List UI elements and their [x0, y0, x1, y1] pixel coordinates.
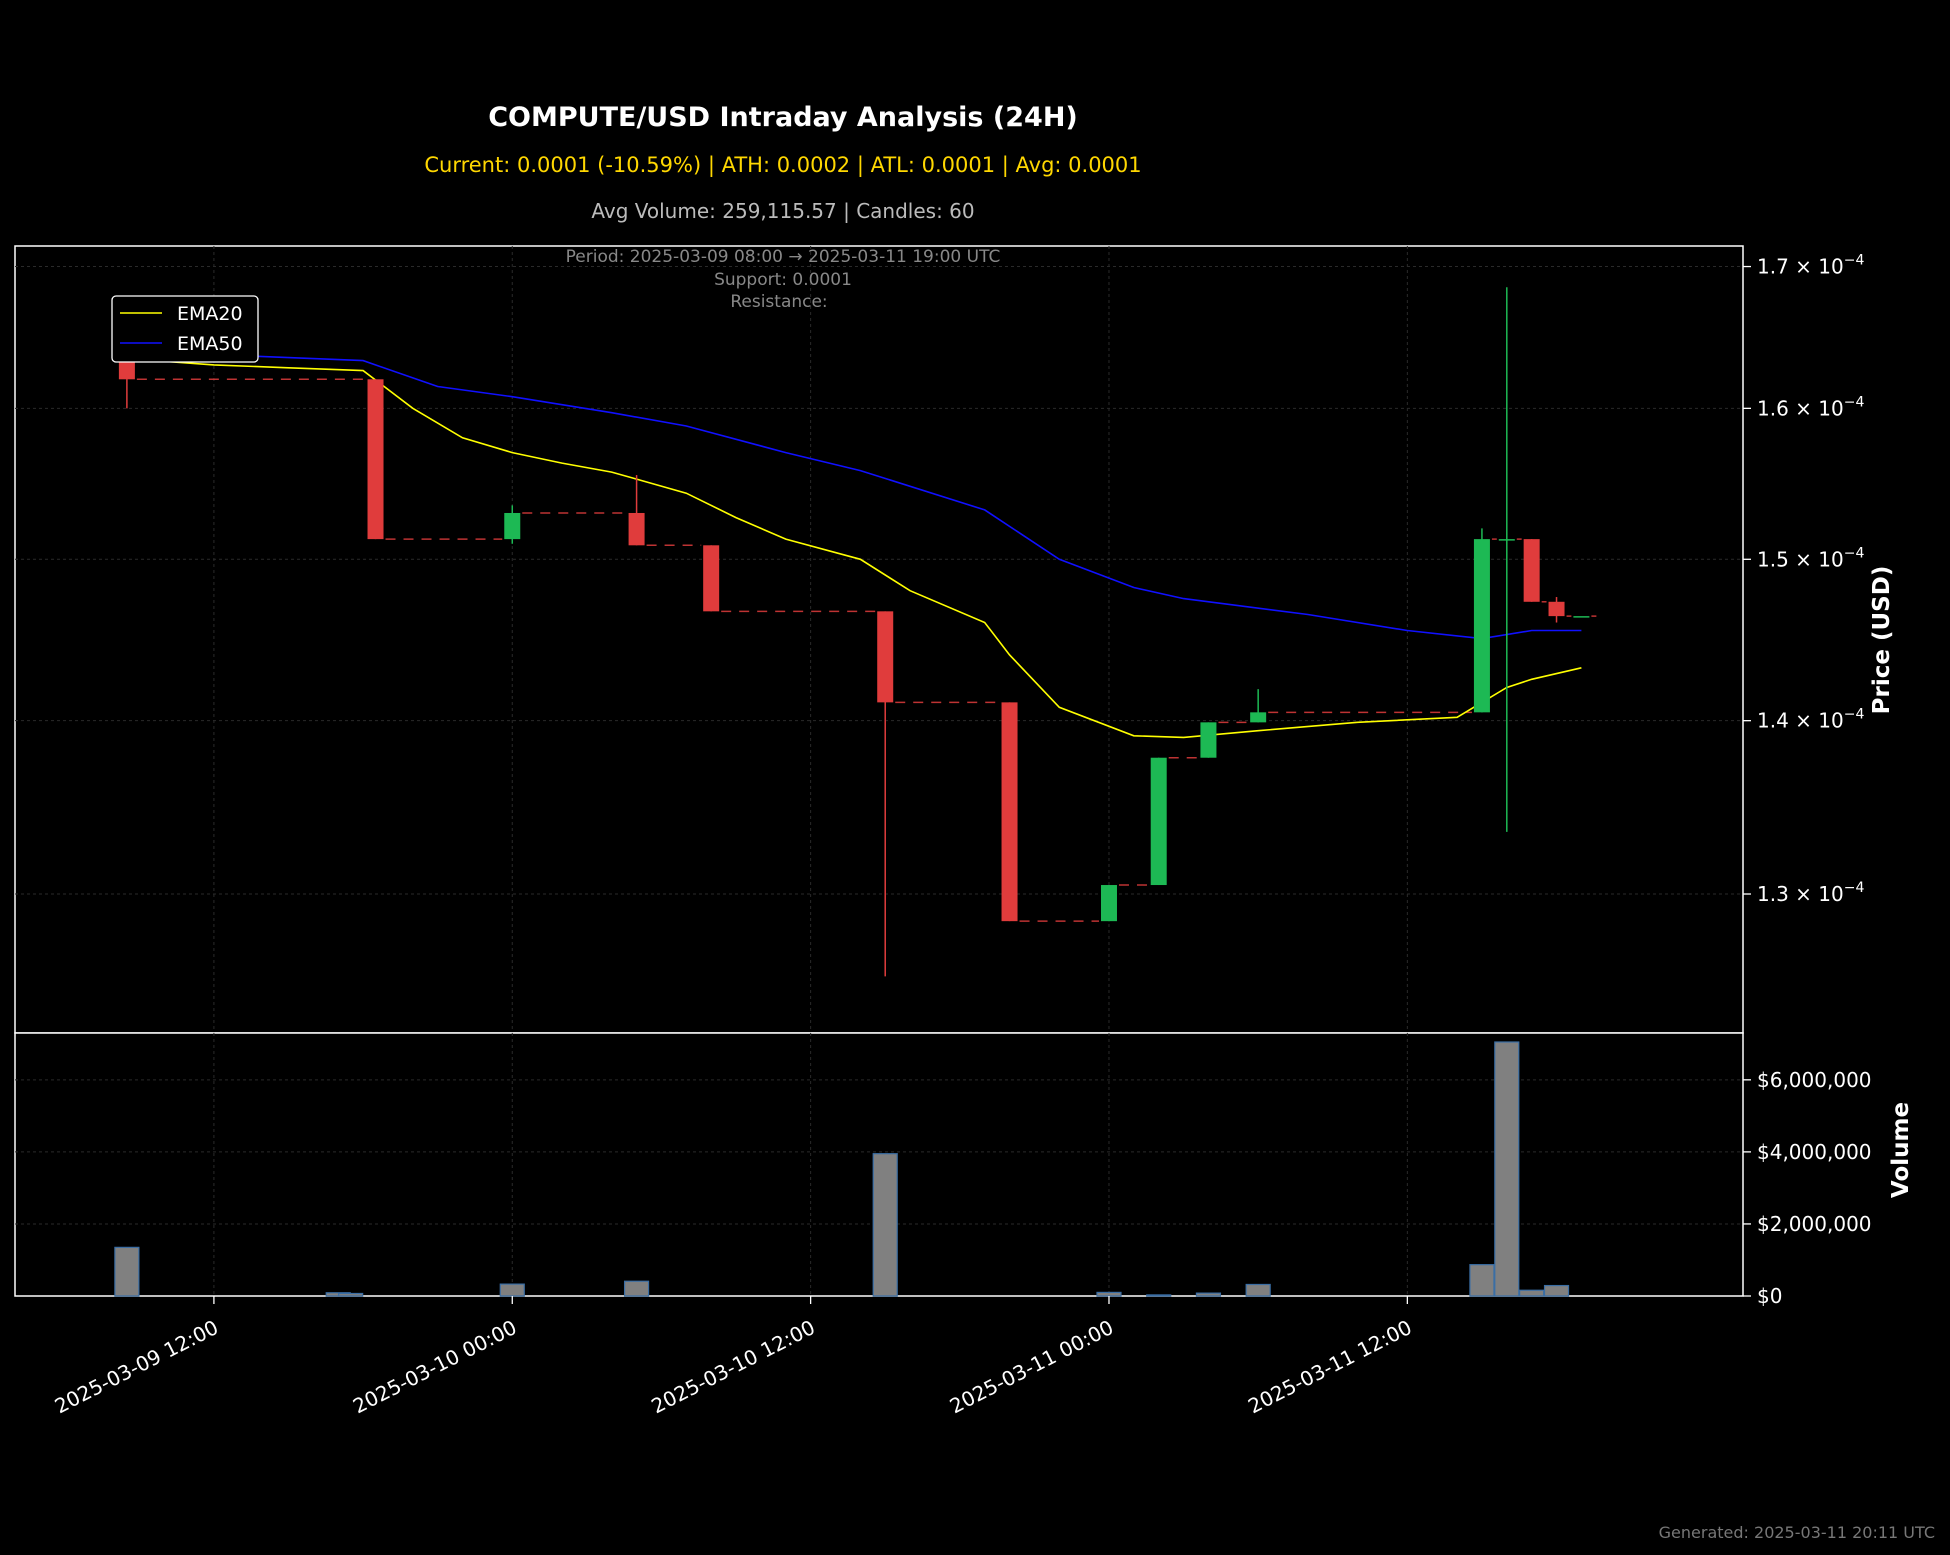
- candle: [1250, 689, 1267, 723]
- candle-body: [1473, 539, 1490, 713]
- legend-label-ema50: EMA50: [177, 333, 243, 355]
- ema-lines: [114, 349, 1582, 739]
- candle-body: [1001, 702, 1018, 922]
- time-tick-label: 2025-03-10 12:00: [647, 1315, 818, 1418]
- volume-axis-ticks: $0 $2,000,000 $4,000,000 $6,000,000: [1743, 1068, 1872, 1308]
- candles: [118, 287, 1590, 977]
- candle-body: [628, 512, 645, 546]
- volume-tick-label: $2,000,000: [1757, 1212, 1872, 1236]
- candle-body: [1150, 757, 1167, 886]
- price-tick-label: 1.5 × 10−4: [1757, 545, 1864, 571]
- candle-body: [877, 611, 894, 703]
- volume-bar: [1519, 1289, 1545, 1297]
- ema20-line: [114, 356, 1582, 739]
- time-tick-label: 2025-03-10 00:00: [349, 1315, 520, 1418]
- candle-body: [118, 357, 135, 380]
- candle-body: [1250, 712, 1267, 723]
- volume-bar: [1146, 1294, 1172, 1297]
- candle-body: [504, 512, 521, 540]
- time-tick-label: 2025-03-09 12:00: [51, 1315, 222, 1418]
- candle-body: [1573, 616, 1590, 618]
- support-resistance-lines: [136, 378, 1597, 922]
- candle: [118, 354, 135, 409]
- volume-bar: [1245, 1283, 1271, 1297]
- candle-body: [1200, 722, 1217, 758]
- volume-tick-label: $0: [1757, 1284, 1782, 1308]
- price-axis-label: Price (USD): [1869, 566, 1895, 715]
- time-tick-label: 2025-03-11 00:00: [946, 1315, 1117, 1418]
- candle-body: [367, 379, 384, 540]
- candle: [877, 611, 894, 977]
- volume-axis-label: Volume: [1888, 1102, 1914, 1198]
- candle: [367, 379, 384, 540]
- volume-bars: [114, 1041, 1570, 1297]
- candle: [628, 475, 645, 546]
- candle: [1473, 528, 1490, 713]
- candle: [1498, 287, 1515, 832]
- volume-tick-label: $6,000,000: [1757, 1068, 1872, 1092]
- price-tick-label: 1.4 × 10−4: [1757, 707, 1864, 733]
- legend-label-ema20: EMA20: [177, 303, 243, 325]
- chart-title: COMPUTE/USD Intraday Analysis (24H): [488, 102, 1078, 133]
- volume-bar: [338, 1292, 364, 1297]
- generated-timestamp: Generated: 2025-03-11 20:11 UTC: [1659, 1523, 1935, 1542]
- candle-body: [1523, 539, 1540, 602]
- price-axis-ticks: 1.3 × 10−4 1.4 × 10−4 1.5 × 10−4 1.6 × 10−4…: [1743, 253, 1864, 906]
- candle-body: [1548, 601, 1565, 617]
- candle-body: [1498, 539, 1515, 541]
- time-axis-ticks: 2025-03-09 12:00 2025-03-10 00:00 2025-03-…: [51, 1296, 1416, 1418]
- volume-panel: $0 $2,000,000 $4,000,000 $6,000,000 Volume: [14, 1032, 1914, 1308]
- candle: [1523, 539, 1540, 602]
- stats-subtitle: Current: 0.0001 (-10.59%) | ATH: 0.0002 …: [424, 153, 1141, 178]
- candle: [1200, 722, 1217, 758]
- volume-bar: [1543, 1284, 1570, 1297]
- volume-bar: [1469, 1264, 1495, 1297]
- price-panel: 1.3 × 10−4 1.4 × 10−4 1.5 × 10−4 1.6 × 10−4…: [14, 245, 1895, 1034]
- volume-tick-label: $4,000,000: [1757, 1140, 1872, 1164]
- volume-bar: [1195, 1292, 1222, 1297]
- price-tick-label: 1.3 × 10−4: [1757, 880, 1864, 906]
- volume-bar: [872, 1153, 898, 1297]
- resistance-annotation: Resistance:: [730, 292, 827, 312]
- price-tick-label: 1.7 × 10−4: [1757, 253, 1864, 279]
- candle-body: [703, 545, 720, 612]
- candle: [1001, 702, 1018, 922]
- volume-bar: [1096, 1291, 1122, 1297]
- time-tick-label: 2025-03-11 12:00: [1244, 1315, 1415, 1418]
- volume-bar: [499, 1283, 525, 1297]
- volume-subtitle: Avg Volume: 259,115.57 | Candles: 60: [591, 199, 974, 223]
- candle: [1548, 597, 1565, 623]
- candle: [1150, 757, 1167, 886]
- candle-body: [1100, 885, 1117, 922]
- volume-bar: [1494, 1041, 1520, 1297]
- support-annotation: Support: 0.0001: [714, 270, 852, 290]
- candle: [504, 505, 521, 544]
- candle: [1573, 616, 1590, 618]
- candle: [1100, 885, 1117, 922]
- ema50-line: [114, 349, 1582, 640]
- price-tick-label: 1.6 × 10−4: [1757, 394, 1864, 420]
- period-annotation: Period: 2025-03-09 08:00 → 2025-03-11 19…: [566, 247, 1001, 267]
- volume-bar: [623, 1280, 650, 1297]
- volume-bar: [114, 1246, 140, 1297]
- candle: [703, 545, 720, 612]
- legend: EMA20 EMA50: [111, 295, 259, 363]
